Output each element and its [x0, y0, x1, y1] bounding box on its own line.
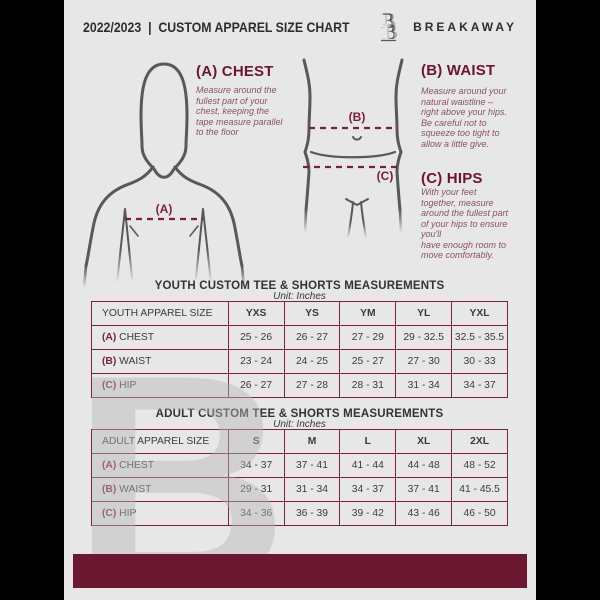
svg-text:(C): (C) — [377, 169, 394, 183]
svg-text:(B): (B) — [349, 110, 366, 124]
svg-text:(A): (A) — [156, 202, 173, 216]
svg-text:B: B — [383, 19, 398, 42]
